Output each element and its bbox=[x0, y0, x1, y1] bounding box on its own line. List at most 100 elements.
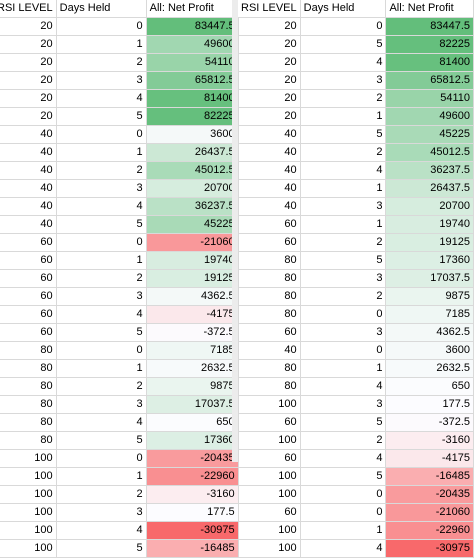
rsi-level-cell[interactable]: 80 bbox=[238, 287, 301, 306]
days-held-cell[interactable]: 5 bbox=[300, 125, 387, 144]
net-profit-cell[interactable]: 19740 bbox=[146, 251, 239, 270]
net-profit-cell[interactable]: 45225 bbox=[385, 125, 474, 144]
rsi-level-cell[interactable]: 40 bbox=[0, 215, 57, 234]
days-held-cell[interactable]: 2 bbox=[300, 143, 387, 162]
days-held-cell[interactable]: 1 bbox=[56, 467, 147, 486]
rsi-level-cell[interactable]: 100 bbox=[0, 485, 57, 504]
rsi-level-cell[interactable]: 60 bbox=[238, 449, 301, 468]
rsi-level-cell[interactable]: 100 bbox=[238, 467, 301, 486]
days-held-cell[interactable]: 4 bbox=[56, 413, 147, 432]
days-held-cell[interactable]: 1 bbox=[300, 107, 387, 126]
net-profit-cell[interactable]: -20435 bbox=[146, 449, 239, 468]
rsi-level-cell[interactable]: 60 bbox=[0, 251, 57, 270]
net-profit-cell[interactable]: -22960 bbox=[385, 521, 474, 540]
days-held-cell[interactable]: 4 bbox=[56, 89, 147, 108]
rsi-level-cell[interactable]: 20 bbox=[238, 89, 301, 108]
net-profit-cell[interactable]: 19125 bbox=[146, 269, 239, 288]
rsi-level-cell[interactable]: 60 bbox=[0, 305, 57, 324]
days-held-cell[interactable]: 0 bbox=[56, 17, 147, 36]
net-profit-cell[interactable]: 4362.5 bbox=[146, 287, 239, 306]
days-held-cell[interactable]: 5 bbox=[300, 413, 387, 432]
days-held-cell[interactable]: 1 bbox=[56, 35, 147, 54]
days-held-cell[interactable]: 2 bbox=[56, 161, 147, 180]
days-held-cell[interactable]: 5 bbox=[300, 467, 387, 486]
net-profit-cell[interactable]: 650 bbox=[146, 413, 239, 432]
rsi-level-cell[interactable]: 60 bbox=[238, 503, 301, 522]
net-profit-cell[interactable]: 49600 bbox=[146, 35, 239, 54]
days-held-cell[interactable]: 0 bbox=[56, 449, 147, 468]
net-profit-cell[interactable]: 36237.5 bbox=[146, 197, 239, 216]
days-held-cell[interactable]: 5 bbox=[56, 539, 147, 558]
net-profit-cell[interactable]: 26437.5 bbox=[385, 179, 474, 198]
net-profit-cell[interactable]: 9875 bbox=[385, 287, 474, 306]
header-days-held[interactable]: Days Held bbox=[300, 0, 387, 18]
days-held-cell[interactable]: 3 bbox=[56, 179, 147, 198]
net-profit-cell[interactable]: 177.5 bbox=[385, 395, 474, 414]
rsi-level-cell[interactable]: 20 bbox=[0, 35, 57, 54]
net-profit-cell[interactable]: -22960 bbox=[146, 467, 239, 486]
rsi-level-cell[interactable]: 80 bbox=[0, 395, 57, 414]
net-profit-cell[interactable]: 82225 bbox=[146, 107, 239, 126]
days-held-cell[interactable]: 2 bbox=[56, 53, 147, 72]
days-held-cell[interactable]: 2 bbox=[56, 269, 147, 288]
net-profit-cell[interactable]: -16485 bbox=[385, 467, 474, 486]
net-profit-cell[interactable]: 45012.5 bbox=[385, 143, 474, 162]
rsi-level-cell[interactable]: 60 bbox=[0, 269, 57, 288]
rsi-level-cell[interactable]: 20 bbox=[0, 17, 57, 36]
rsi-level-cell[interactable]: 40 bbox=[238, 143, 301, 162]
rsi-level-cell[interactable]: 20 bbox=[238, 71, 301, 90]
header-net-profit[interactable]: All: Net Profit bbox=[385, 0, 474, 18]
days-held-cell[interactable]: 2 bbox=[56, 377, 147, 396]
days-held-cell[interactable]: 1 bbox=[56, 143, 147, 162]
rsi-level-cell[interactable]: 20 bbox=[0, 89, 57, 108]
net-profit-cell[interactable]: 9875 bbox=[146, 377, 239, 396]
rsi-level-cell[interactable]: 100 bbox=[0, 467, 57, 486]
days-held-cell[interactable]: 2 bbox=[300, 431, 387, 450]
rsi-level-cell[interactable]: 60 bbox=[238, 413, 301, 432]
rsi-level-cell[interactable]: 20 bbox=[238, 17, 301, 36]
net-profit-cell[interactable]: 26437.5 bbox=[146, 143, 239, 162]
net-profit-cell[interactable]: 54110 bbox=[146, 53, 239, 72]
net-profit-cell[interactable]: 20700 bbox=[385, 197, 474, 216]
days-held-cell[interactable]: 0 bbox=[300, 503, 387, 522]
rsi-level-cell[interactable]: 40 bbox=[0, 197, 57, 216]
rsi-level-cell[interactable]: 60 bbox=[238, 323, 301, 342]
net-profit-cell[interactable]: 650 bbox=[385, 377, 474, 396]
rsi-level-cell[interactable]: 80 bbox=[0, 431, 57, 450]
net-profit-cell[interactable]: 17360 bbox=[385, 251, 474, 270]
rsi-level-cell[interactable]: 40 bbox=[238, 341, 301, 360]
net-profit-cell[interactable]: 83447.5 bbox=[385, 17, 474, 36]
days-held-cell[interactable]: 2 bbox=[300, 89, 387, 108]
net-profit-cell[interactable]: -21060 bbox=[385, 503, 474, 522]
net-profit-cell[interactable]: 4362.5 bbox=[385, 323, 474, 342]
days-held-cell[interactable]: 1 bbox=[56, 359, 147, 378]
rsi-level-cell[interactable]: 100 bbox=[0, 521, 57, 540]
rsi-level-cell[interactable]: 60 bbox=[0, 233, 57, 252]
net-profit-cell[interactable]: -372.5 bbox=[146, 323, 239, 342]
rsi-level-cell[interactable]: 40 bbox=[238, 179, 301, 198]
net-profit-cell[interactable]: 7185 bbox=[385, 305, 474, 324]
rsi-level-cell[interactable]: 80 bbox=[0, 413, 57, 432]
net-profit-cell[interactable]: -4175 bbox=[146, 305, 239, 324]
rsi-level-cell[interactable]: 40 bbox=[0, 161, 57, 180]
rsi-level-cell[interactable]: 100 bbox=[0, 503, 57, 522]
rsi-level-cell[interactable]: 60 bbox=[238, 233, 301, 252]
net-profit-cell[interactable]: 81400 bbox=[146, 89, 239, 108]
net-profit-cell[interactable]: 81400 bbox=[385, 53, 474, 72]
net-profit-cell[interactable]: 54110 bbox=[385, 89, 474, 108]
days-held-cell[interactable]: 4 bbox=[300, 53, 387, 72]
net-profit-cell[interactable]: 83447.5 bbox=[146, 17, 239, 36]
net-profit-cell[interactable]: 2632.5 bbox=[146, 359, 239, 378]
rsi-level-cell[interactable]: 20 bbox=[0, 53, 57, 72]
net-profit-cell[interactable]: 45012.5 bbox=[146, 161, 239, 180]
days-held-cell[interactable]: 4 bbox=[300, 161, 387, 180]
days-held-cell[interactable]: 0 bbox=[300, 341, 387, 360]
rsi-level-cell[interactable]: 100 bbox=[238, 539, 301, 558]
net-profit-cell[interactable]: -16485 bbox=[146, 539, 239, 558]
net-profit-cell[interactable]: 17360 bbox=[146, 431, 239, 450]
days-held-cell[interactable]: 3 bbox=[56, 503, 147, 522]
days-held-cell[interactable]: 1 bbox=[300, 215, 387, 234]
days-held-cell[interactable]: 3 bbox=[300, 395, 387, 414]
header-rsi-level[interactable]: RSI LEVEL bbox=[238, 0, 301, 18]
rsi-level-cell[interactable]: 80 bbox=[0, 377, 57, 396]
